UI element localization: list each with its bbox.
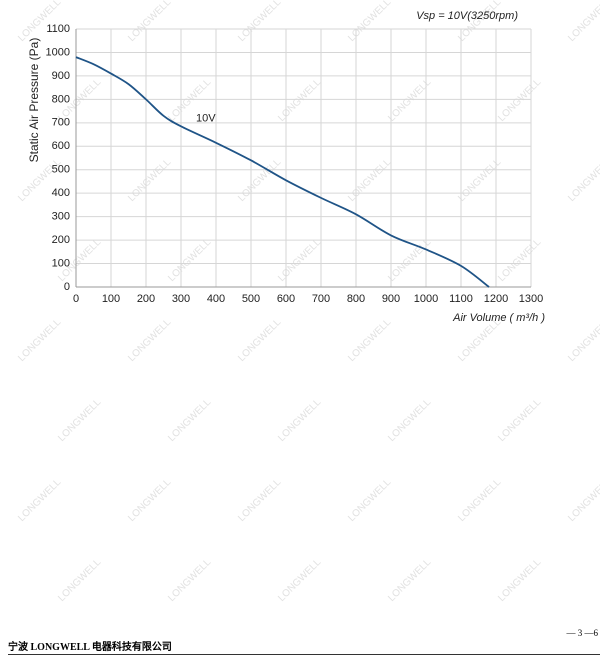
y-tick-label: 100 [52, 257, 70, 269]
watermark: LONGWELL [496, 557, 543, 604]
chart: LONGWELL LONGWELL LONGWELL LONGWELL LONGWELL… [16, 0, 600, 604]
x-tick-label: 800 [347, 293, 365, 305]
y-tick-label: 400 [52, 187, 70, 199]
watermark: LONGWELL [456, 477, 503, 524]
y-tick-label: 1000 [46, 46, 70, 58]
x-tick-label: 300 [172, 293, 190, 305]
x-tick-label: 600 [277, 293, 295, 305]
y-tick-label: 300 [52, 211, 70, 223]
x-tick-label: 1300 [519, 293, 543, 305]
watermark: LONGWELL [56, 397, 103, 444]
page-number: — 3 —6 [566, 628, 599, 638]
watermark: LONGWELL [566, 0, 600, 44]
y-tick-label: 200 [52, 234, 70, 246]
watermark: LONGWELL [236, 317, 283, 364]
y-tick-label: 600 [52, 140, 70, 152]
y-tick-label: 700 [52, 117, 70, 129]
footer: 宁波 LONGWELL 电器科技有限公司 — 3 —6 [8, 628, 600, 655]
y-tick-label: 1100 [46, 23, 70, 35]
watermark: LONGWELL [386, 557, 433, 604]
x-tick-label: 400 [207, 293, 225, 305]
y-axis-title: Static Air Pressure (Pa) [27, 38, 41, 163]
watermark: LONGWELL [496, 237, 543, 284]
watermark: LONGWELL [16, 317, 63, 364]
watermark: LONGWELL [126, 157, 173, 204]
watermark: LONGWELL [126, 477, 173, 524]
watermark: LONGWELL [276, 237, 323, 284]
watermark: LONGWELL [346, 317, 393, 364]
line [75, 56, 490, 288]
watermark: LONGWELL [496, 397, 543, 444]
watermark: LONGWELL [56, 557, 103, 604]
x-tick-label: 1000 [414, 293, 438, 305]
watermark: LONGWELL [346, 157, 393, 204]
series-label: 10V [196, 113, 216, 125]
watermark: LONGWELL [346, 0, 393, 44]
watermark: LONGWELL [276, 557, 323, 604]
watermark: LONGWELL [236, 477, 283, 524]
watermark: LONGWELL [276, 397, 323, 444]
watermark: LONGWELL [236, 0, 283, 44]
watermark: LONGWELL [276, 77, 323, 124]
annotation: Vsp = 10V(3250rpm) [416, 10, 518, 22]
watermark: LONGWELL [166, 557, 213, 604]
y-tick-label: 900 [52, 70, 70, 82]
x-tick-label: 100 [102, 293, 120, 305]
watermark: LONGWELL [126, 0, 173, 44]
watermark: LONGWELL [236, 157, 283, 204]
company-name: 宁波 LONGWELL 电器科技有限公司 [8, 642, 172, 653]
watermark: LONGWELL [496, 77, 543, 124]
watermark: LONGWELL [166, 237, 213, 284]
watermark: LONGWELL [346, 477, 393, 524]
x-tick-label: 200 [137, 293, 155, 305]
x-tick-label: 1200 [484, 293, 508, 305]
watermark: LONGWELL [126, 317, 173, 364]
x-axis-title: Air Volume ( m³/h ) [452, 312, 545, 324]
x-tick-label: 1100 [449, 293, 473, 305]
y-tick-label: 0 [64, 281, 70, 293]
watermark: LONGWELL [566, 317, 600, 364]
x-tick-label: 900 [382, 293, 400, 305]
x-tick-label: 500 [242, 293, 260, 305]
watermark: LONGWELL [566, 157, 600, 204]
x-tick-label: 0 [73, 293, 79, 305]
watermark: LONGWELL [16, 477, 63, 524]
watermark: LONGWELL [566, 477, 600, 524]
y-tick-label: 800 [52, 93, 70, 105]
watermark: LONGWELL [166, 397, 213, 444]
x-tick-label: 700 [312, 293, 330, 305]
y-tick-label: 500 [52, 164, 70, 176]
watermark: LONGWELL [386, 397, 433, 444]
